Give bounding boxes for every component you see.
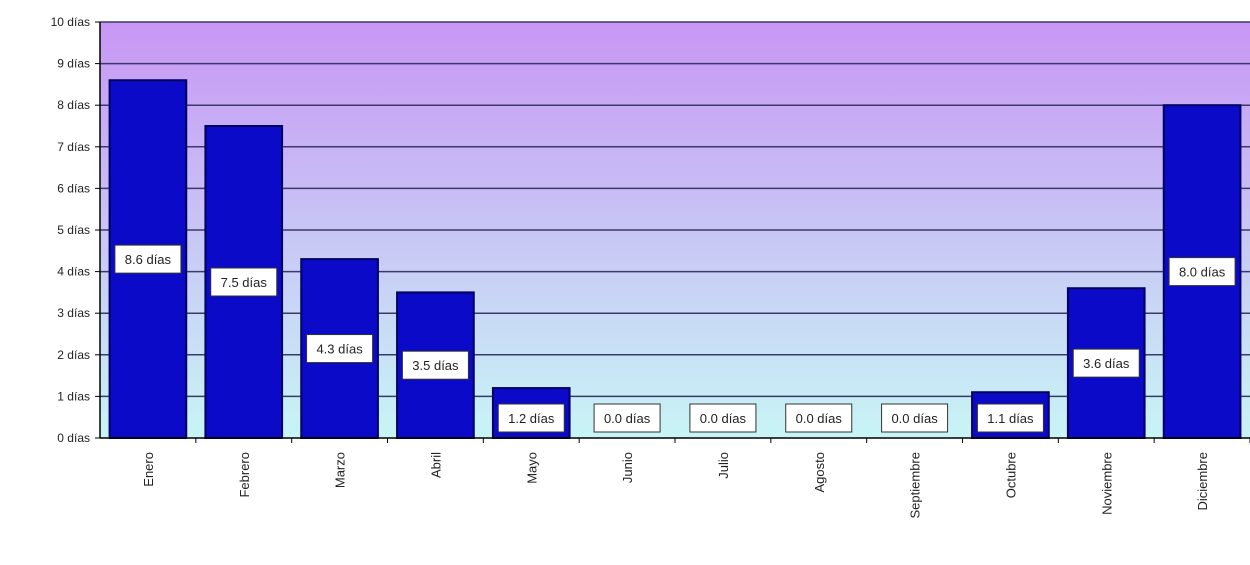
data-label-box bbox=[593, 403, 661, 433]
x-tick-label: Mayo bbox=[524, 452, 539, 484]
x-tick-label: Enero bbox=[141, 452, 156, 487]
x-tick-label: Diciembre bbox=[1195, 452, 1210, 511]
data-labels: 8.6 días 7.5 días 4.3 días 3.5 días 1.2 días… bbox=[114, 244, 1236, 433]
data-label-box bbox=[1168, 257, 1236, 287]
data-label-box bbox=[114, 244, 182, 274]
data-label-box bbox=[1072, 348, 1140, 378]
x-tick-label: Junio bbox=[620, 452, 635, 483]
x-tick-label: Febrero bbox=[237, 452, 252, 498]
x-tick-label: Septiembre bbox=[908, 452, 923, 518]
axes: 0 días 1 días 2 días 3 días 4 días 5 días 6 dí… bbox=[51, 15, 1250, 518]
y-tick-label: 7 días bbox=[57, 140, 90, 154]
data-label: 4.3 días bbox=[316, 342, 363, 357]
data-label: 0.0 días bbox=[604, 411, 651, 426]
data-label: 0.0 días bbox=[700, 411, 747, 426]
data-label: 1.2 días bbox=[508, 411, 555, 426]
data-label-box bbox=[401, 350, 469, 380]
y-tick-label: 4 días bbox=[57, 265, 90, 279]
y-tick-label: 6 días bbox=[57, 181, 90, 195]
x-tick-label: Marzo bbox=[333, 452, 348, 488]
data-label-box bbox=[881, 403, 949, 433]
data-label-box bbox=[689, 403, 757, 433]
y-tick-label: 10 días bbox=[51, 15, 90, 29]
data-label-box bbox=[210, 267, 278, 297]
x-tick-label: Abril bbox=[428, 452, 443, 478]
x-tick-label: Julio bbox=[716, 452, 731, 479]
x-tick-label: Agosto bbox=[812, 452, 827, 492]
data-label: 3.6 días bbox=[1083, 356, 1130, 371]
x-tick-label: Octubre bbox=[1003, 452, 1018, 498]
data-label: 3.5 días bbox=[412, 358, 459, 373]
y-tick-label: 8 días bbox=[57, 98, 90, 112]
data-label-box bbox=[306, 334, 374, 364]
data-label: 0.0 días bbox=[891, 411, 938, 426]
gridlines bbox=[100, 21, 1250, 398]
x-tick-label: Noviembre bbox=[1099, 452, 1114, 515]
y-tick-label: 3 días bbox=[57, 306, 90, 320]
data-label-box bbox=[785, 403, 853, 433]
data-label: 1.1 días bbox=[987, 411, 1034, 426]
y-tick-label: 9 días bbox=[57, 57, 90, 71]
data-label: 7.5 días bbox=[221, 275, 268, 290]
y-tick-label: 0 días bbox=[57, 431, 90, 445]
data-label-box bbox=[497, 403, 565, 433]
data-label: 8.0 días bbox=[1179, 265, 1226, 280]
data-label: 0.0 días bbox=[796, 411, 843, 426]
y-tick-label: 5 días bbox=[57, 223, 90, 237]
data-label: 8.6 días bbox=[125, 252, 172, 267]
data-label-box bbox=[976, 403, 1044, 433]
y-tick-label: 2 días bbox=[57, 348, 90, 362]
y-tick-label: 1 días bbox=[57, 389, 90, 403]
